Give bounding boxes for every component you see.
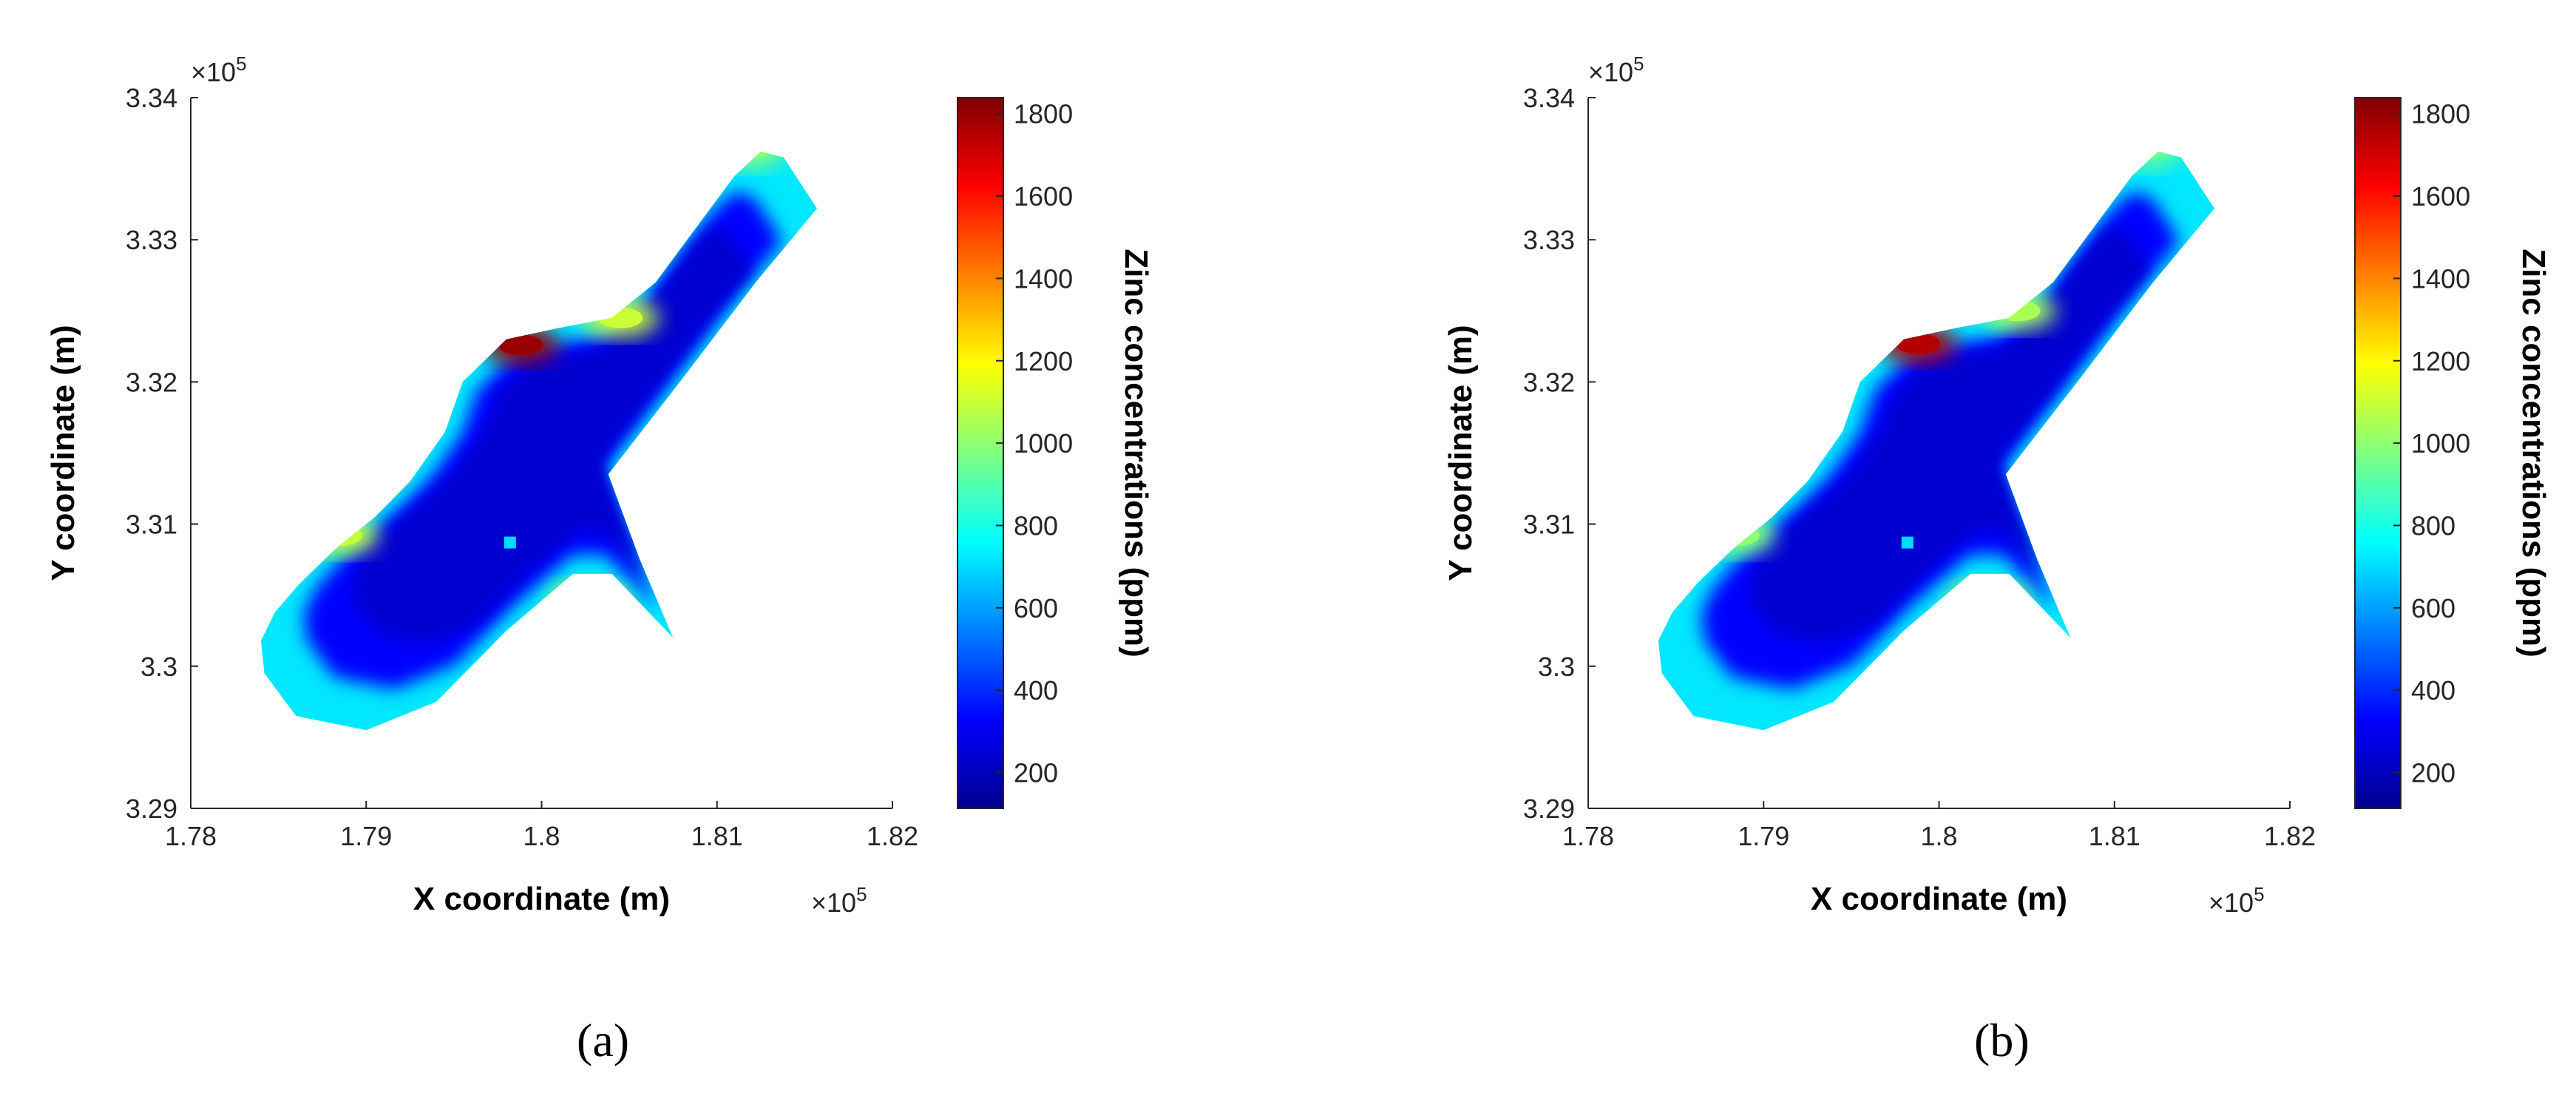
x-tick-label: 1.78 <box>165 821 217 851</box>
colorbar-tick-label: 1800 <box>1014 99 1073 129</box>
colorbar-tick-label: 1000 <box>1014 428 1073 459</box>
hotspot <box>1949 583 2027 622</box>
x-tick-label: 1.81 <box>2089 821 2141 851</box>
y-multiplier: ×10 <box>1588 57 1633 87</box>
y-tick-label: 3.3 <box>1538 652 1575 682</box>
region-interior <box>1698 152 2185 690</box>
hotspot-core <box>317 524 362 546</box>
hotspot-core <box>726 152 771 160</box>
hotspot-core <box>1996 300 2041 322</box>
hotspot <box>2107 152 2185 169</box>
colorbar-tick-label: 200 <box>1014 758 1058 788</box>
region-interior <box>301 152 787 690</box>
map-region <box>1658 152 2214 731</box>
x-exponent-label: ×105 <box>811 883 867 918</box>
y-exponent: 5 <box>1633 53 1644 75</box>
heatmap-chart-a: 1.78 1.79 1.8 1.81 1.82 3.29 3.3 3.31 3.32 3.33 3.… <box>45 53 1154 918</box>
isolated-cell <box>504 536 516 549</box>
x-exponent-label: ×105 <box>2209 883 2265 918</box>
hotspot <box>1698 515 1776 555</box>
colorbar <box>957 97 1004 809</box>
colorbar-tick-label: 1800 <box>2411 99 2470 129</box>
x-tick-label: 1.8 <box>523 821 560 851</box>
y-tick-label: 3.29 <box>1523 794 1575 824</box>
isolated-cell <box>1901 536 1914 549</box>
y-exponent-label: ×105 <box>191 53 247 87</box>
axes: 1.78 1.79 1.8 1.81 1.82 3.29 3.3 3.31 3.32 3.33 3.… <box>1523 83 2316 851</box>
x-tick-label: 1.8 <box>1920 821 1957 851</box>
colorbar <box>2354 97 2402 809</box>
hotspot-core <box>566 592 611 613</box>
colorbar-tick-label: 600 <box>2411 593 2455 623</box>
colorbar-ticks: 200 400 600 800 1000 1200 1400 1600 1800 <box>2393 99 2470 788</box>
x-tick-label: 1.79 <box>340 821 392 851</box>
colorbar-label: Zinc concentrations (ppm) <box>2515 248 2552 657</box>
x-tick-label: 1.81 <box>691 821 743 851</box>
y-tick-label: 3.3 <box>140 652 177 682</box>
hotspot-core <box>2123 152 2169 160</box>
hotspot-core <box>1965 592 2010 613</box>
x-exponent: 5 <box>856 883 867 905</box>
y-tick-label: 3.32 <box>126 367 177 397</box>
colorbar-label: Zinc concentrations (ppm) <box>1118 248 1154 657</box>
y-tick-label: 3.33 <box>1523 225 1575 255</box>
region-deep <box>1749 228 2150 645</box>
y-tick-label: 3.33 <box>126 225 177 255</box>
colorbar-tick-label: 1200 <box>2411 346 2470 376</box>
hotspot <box>301 515 379 555</box>
colorbar-tick-label: 800 <box>1014 510 1058 541</box>
hotspot <box>550 583 628 622</box>
hotspot-core <box>1896 333 1941 354</box>
y-tick-label: 3.34 <box>1523 83 1575 113</box>
x-axis-label: X coordinate (m) <box>1811 881 2067 917</box>
heatmap-chart-b: 1.78 1.79 1.8 1.81 1.82 3.29 3.3 3.31 3.32 3.33 3.… <box>1443 53 2552 918</box>
y-tick-label: 3.31 <box>126 510 177 540</box>
colorbar-tick-label: 1400 <box>2411 263 2470 294</box>
y-tick-label: 3.32 <box>1523 367 1575 397</box>
panel-caption: (b) <box>1974 1014 2030 1066</box>
colorbar-tick-label: 400 <box>1014 675 1058 706</box>
colorbar-tick-label: 1000 <box>2411 428 2470 459</box>
chart-panel-a: 1.78 1.79 1.8 1.81 1.82 3.29 3.3 3.31 3.32 3.33 3.… <box>45 53 1154 1066</box>
colorbar-tick-label: 400 <box>2411 675 2455 706</box>
region-deep <box>351 228 753 645</box>
y-tick-label: 3.34 <box>126 83 177 113</box>
map-region <box>260 152 817 731</box>
x-tick-label: 1.78 <box>1562 821 1614 851</box>
y-tick-label: 3.31 <box>1523 510 1575 540</box>
hotspot-core <box>498 334 543 356</box>
y-tick-label: 3.29 <box>126 794 177 824</box>
colorbar-tick-label: 1400 <box>1014 263 1073 294</box>
hotspot <box>710 152 787 169</box>
x-tick-label: 1.82 <box>867 821 918 851</box>
x-exponent: 5 <box>2254 883 2264 905</box>
colorbar-tick-label: 600 <box>1014 593 1058 623</box>
y-multiplier: ×10 <box>191 57 236 87</box>
x-axis-label: X coordinate (m) <box>413 881 670 917</box>
colorbar-tick-label: 200 <box>2411 758 2455 788</box>
colorbar-tick-label: 1200 <box>1014 346 1073 376</box>
y-axis-label: Y coordinate (m) <box>1443 325 1479 581</box>
chart-panel-b: 1.78 1.79 1.8 1.81 1.82 3.29 3.3 3.31 3.32 3.33 3.… <box>1397 0 2576 1099</box>
y-axis-label: Y coordinate (m) <box>45 325 81 581</box>
colorbar-ticks: 200 400 600 800 1000 1200 1400 1600 1800 <box>996 99 1073 788</box>
hotspot-core <box>598 307 643 328</box>
y-exponent-label: ×105 <box>1588 53 1644 87</box>
y-exponent: 5 <box>236 53 246 75</box>
colorbar-tick-label: 1600 <box>2411 181 2470 212</box>
hotspot-core <box>1715 524 1760 546</box>
x-tick-label: 1.79 <box>1738 821 1789 851</box>
colorbar-tick-label: 1600 <box>1014 181 1073 212</box>
x-tick-label: 1.82 <box>2264 821 2316 851</box>
x-multiplier: ×10 <box>2209 887 2254 918</box>
panel-caption: (a) <box>577 1014 630 1066</box>
x-multiplier: ×10 <box>811 887 856 918</box>
colorbar-tick-label: 800 <box>2411 510 2455 541</box>
axes: 1.78 1.79 1.8 1.81 1.82 3.29 3.3 3.31 3.32 3.33 3.… <box>126 83 918 851</box>
